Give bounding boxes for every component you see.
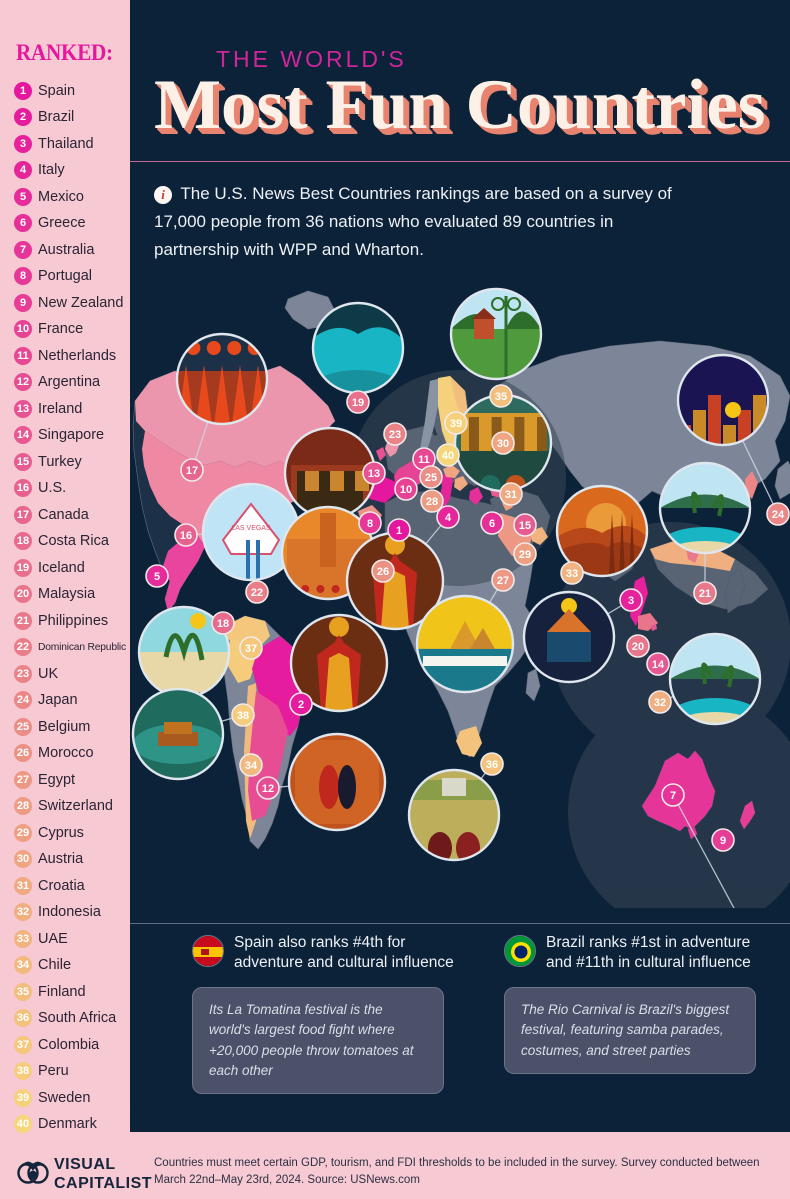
svg-text:15: 15 [519,520,531,532]
svg-text:1: 1 [396,525,402,537]
svg-text:13: 13 [368,468,380,480]
svg-text:22: 22 [251,587,263,599]
svg-text:21: 21 [699,588,711,600]
svg-text:14: 14 [652,659,665,671]
svg-text:24: 24 [772,509,785,521]
svg-text:38: 38 [237,710,249,722]
svg-text:37: 37 [245,643,257,655]
svg-text:30: 30 [497,438,509,450]
svg-text:17: 17 [186,465,198,477]
svg-text:2: 2 [298,699,304,711]
svg-text:19: 19 [352,397,364,409]
svg-text:33: 33 [566,568,578,580]
svg-text:39: 39 [450,418,462,430]
svg-text:28: 28 [426,496,438,508]
svg-text:35: 35 [495,391,507,403]
svg-text:3: 3 [628,595,634,607]
svg-text:LAS VEGAS: LAS VEGAS [231,525,271,532]
svg-text:10: 10 [400,484,412,496]
svg-text:7: 7 [670,790,676,802]
svg-text:6: 6 [489,518,495,530]
svg-text:25: 25 [425,472,437,484]
svg-text:34: 34 [245,760,258,772]
svg-text:9: 9 [720,835,726,847]
svg-text:8: 8 [367,518,373,530]
svg-text:18: 18 [217,618,229,630]
svg-text:32: 32 [654,697,666,709]
svg-text:23: 23 [389,429,401,441]
svg-text:31: 31 [505,489,517,501]
svg-text:36: 36 [486,759,498,771]
svg-text:4: 4 [445,512,452,524]
svg-text:5: 5 [154,571,160,583]
svg-text:40: 40 [442,450,454,462]
svg-text:11: 11 [418,454,430,466]
svg-text:29: 29 [519,549,531,561]
svg-text:12: 12 [262,783,274,795]
svg-text:26: 26 [377,566,389,578]
svg-text:16: 16 [180,530,192,542]
svg-text:20: 20 [632,641,644,653]
svg-text:27: 27 [497,575,509,587]
